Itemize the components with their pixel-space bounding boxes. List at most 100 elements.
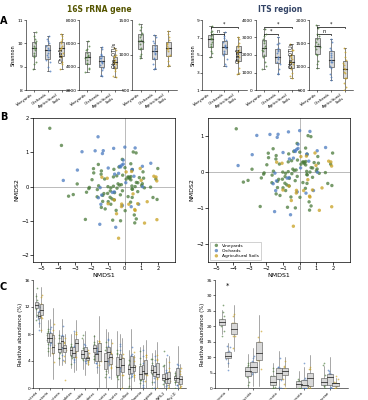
Vineyards: [59, 142, 64, 149]
Point: [308, 374, 314, 381]
Vineyards: [286, 175, 292, 182]
Point: [98, 358, 103, 364]
Vineyards: [105, 190, 110, 197]
Point: [62, 348, 68, 354]
Point: [246, 372, 252, 379]
Point: [105, 342, 111, 349]
Point: [332, 385, 338, 391]
Point: [151, 54, 157, 61]
Point: [80, 355, 86, 361]
Point: [326, 380, 332, 387]
Point: [301, 360, 307, 366]
Point: [49, 344, 55, 351]
Point: [71, 357, 77, 364]
Point: [50, 350, 56, 356]
Point: [140, 363, 146, 370]
Point: [84, 47, 89, 54]
Point: [284, 370, 290, 377]
Bar: [61, 336, 63, 348]
Point: [103, 354, 109, 361]
Orchards: [118, 164, 124, 170]
Point: [70, 353, 76, 360]
Point: [91, 340, 97, 347]
Point: [315, 25, 321, 32]
Bar: [332, 383, 339, 386]
Point: [300, 385, 305, 391]
Orchards: [111, 145, 117, 152]
Point: [252, 369, 258, 376]
Point: [151, 66, 157, 72]
Point: [259, 46, 265, 53]
Point: [57, 340, 63, 346]
Vineyards: [282, 174, 288, 180]
Point: [222, 41, 227, 48]
Point: [261, 52, 266, 58]
Point: [142, 371, 148, 377]
Bar: [130, 356, 133, 373]
Vineyards: [284, 182, 290, 188]
Point: [220, 309, 226, 316]
Point: [282, 385, 288, 391]
Point: [138, 32, 144, 38]
Point: [249, 371, 255, 377]
Point: [275, 34, 281, 41]
Vineyards: [112, 190, 117, 196]
Point: [113, 61, 119, 68]
Point: [33, 301, 39, 307]
Point: [114, 376, 120, 383]
Point: [328, 370, 333, 377]
Point: [116, 357, 122, 364]
Vineyards: [269, 180, 275, 186]
Vineyards: [117, 182, 123, 188]
Point: [296, 379, 301, 386]
Bar: [121, 358, 124, 372]
Point: [175, 371, 181, 378]
Point: [155, 370, 160, 376]
Point: [251, 359, 256, 366]
Point: [45, 45, 51, 51]
Point: [166, 370, 172, 376]
Point: [58, 45, 64, 51]
Point: [166, 372, 172, 379]
Point: [32, 52, 38, 58]
Point: [268, 372, 274, 379]
Orchards: [119, 162, 125, 168]
Point: [84, 46, 90, 52]
Point: [328, 54, 334, 60]
Point: [47, 339, 53, 345]
Point: [33, 300, 39, 306]
Bar: [63, 345, 66, 352]
Point: [99, 67, 105, 73]
Point: [32, 40, 38, 46]
Point: [119, 356, 125, 362]
Agricultural Soils: [274, 159, 280, 165]
Point: [165, 385, 171, 391]
Point: [244, 366, 250, 372]
Point: [56, 334, 62, 341]
Point: [129, 373, 135, 380]
Point: [56, 355, 62, 361]
Point: [151, 32, 157, 38]
Point: [137, 369, 143, 376]
Point: [326, 372, 332, 378]
Point: [94, 351, 100, 357]
Point: [165, 28, 171, 34]
Vineyards: [306, 199, 312, 205]
Vineyards: [301, 159, 307, 165]
Agricultural Soils: [130, 191, 136, 197]
Vineyards: [291, 167, 297, 174]
Point: [207, 54, 213, 60]
Vineyards: [289, 170, 295, 177]
Point: [225, 367, 231, 374]
Point: [296, 378, 302, 384]
Vineyards: [308, 164, 314, 171]
Point: [111, 59, 117, 65]
Point: [149, 359, 155, 366]
Point: [235, 41, 241, 48]
Point: [143, 352, 149, 358]
Point: [85, 354, 91, 360]
Point: [333, 380, 339, 386]
Point: [128, 362, 134, 369]
Point: [224, 348, 230, 355]
Point: [98, 51, 103, 57]
